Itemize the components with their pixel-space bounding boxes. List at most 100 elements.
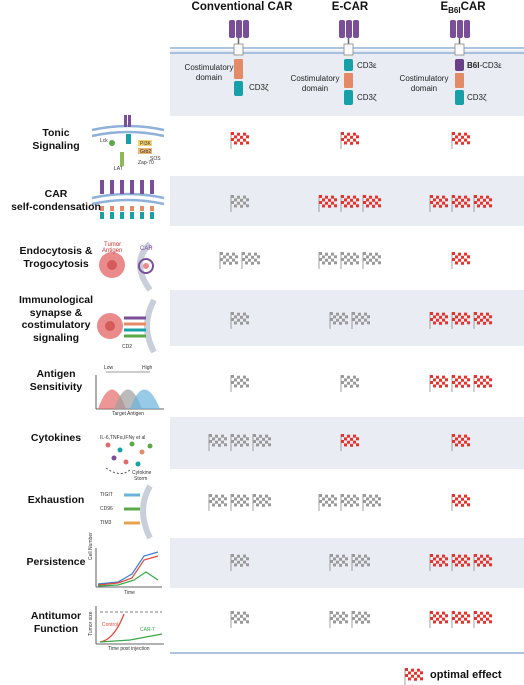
gray-flag-icon: [340, 494, 359, 511]
gray-flag-icon: [252, 494, 271, 511]
cytokines-icon: [105, 441, 153, 474]
optimal-flag-icon: [473, 312, 492, 329]
flags-layer: [208, 132, 492, 628]
optimal-flag-icon: [429, 312, 448, 329]
legend-flag-icon: [404, 668, 423, 685]
persistence-icon: [95, 548, 162, 588]
antigen-sensitivity-icon: [95, 371, 164, 410]
column-header-eb6icar: EB6ICAR: [403, 1, 523, 15]
construct-ecar: [339, 20, 359, 105]
gray-flag-icon: [329, 312, 348, 329]
gray-flag-icon: [230, 195, 249, 212]
gray-flag-icon: [340, 252, 359, 269]
icon-text-tumor: Tumor: [104, 242, 122, 248]
icon-text-time: Time: [124, 590, 135, 596]
tonic-signaling-icon: [91, 115, 165, 166]
gray-flag-icon: [318, 494, 337, 511]
construct-eb6icar: [450, 20, 470, 105]
icon-text-low: Low: [104, 365, 114, 371]
gray-flag-icon: [351, 611, 370, 628]
row-label-persistence: Persistence: [26, 556, 86, 568]
optimal-flag-icon: [451, 494, 470, 511]
gray-flag-icon: [351, 554, 370, 571]
optimal-flag-icon: [340, 434, 359, 451]
optimal-flag-icon: [473, 611, 492, 628]
optimal-flag-icon: [451, 312, 470, 329]
row-label-cytokines: Cytokines: [30, 432, 82, 444]
optimal-flag-icon: [230, 132, 249, 149]
gray-flag-icon: [340, 375, 359, 392]
icon-text-lck: Lck: [100, 138, 108, 144]
gray-flag-icon: [230, 312, 249, 329]
gray-flag-icon: [208, 434, 227, 451]
endocytosis-icon: [99, 241, 154, 292]
construct-conventional: [229, 20, 249, 96]
gray-flag-icon: [252, 434, 271, 451]
icon-text-tumor-size: Tumor size: [88, 611, 94, 636]
eb6icar-cd3z-label: CD3ζ: [467, 93, 487, 102]
column-header-conventional: Conventional CAR: [191, 1, 293, 13]
self-condensation-icon: [91, 180, 165, 219]
eb6icar-costim-label: Costimulatory domain: [399, 74, 449, 93]
icon-text-car: CAR: [140, 246, 153, 252]
optimal-flag-icon: [451, 611, 470, 628]
gray-flag-icon: [230, 375, 249, 392]
optimal-flag-icon: [451, 434, 470, 451]
column-header-ecar: E-CAR: [331, 1, 369, 13]
optimal-flag-icon: [473, 375, 492, 392]
icon-text-lat: LAT: [114, 166, 123, 172]
icon-text-high: High: [142, 365, 153, 371]
icon-text-grb2: Grb2: [140, 149, 152, 155]
legend-label: optimal effect: [430, 669, 502, 681]
eb6icar-title-tail: CAR: [460, 1, 486, 13]
gray-flag-icon: [362, 252, 381, 269]
icon-text-zap70: Zap-70: [138, 160, 154, 166]
icon-text-cytokine-list: IL-6,TNFα,IFNγ et al: [100, 435, 146, 441]
conventional-costim-label: Costimulatory domain: [184, 63, 234, 82]
icon-text-target-antigen: Target Antigen: [112, 411, 144, 417]
optimal-flag-icon: [362, 195, 381, 212]
exhaustion-icon: [124, 484, 153, 540]
optimal-flag-icon: [451, 252, 470, 269]
immunological-synapse-icon: [97, 298, 157, 354]
conventional-cd3z-label: CD3ζ: [249, 83, 269, 92]
row-label-exhaustion: Exhaustion: [27, 494, 85, 506]
icon-text-car-t: CAR-T: [140, 627, 156, 633]
b6i-rest: -CD3ε: [479, 61, 502, 70]
gray-flag-icon: [318, 252, 337, 269]
icon-text-cd96: CD96: [100, 506, 113, 512]
icon-text-sos: SOS: [150, 156, 161, 162]
b6i-bold: B6I: [467, 61, 480, 70]
ecar-costim-label: Costimulatory domain: [290, 74, 340, 93]
eb6icar-title-main: E: [440, 1, 449, 13]
gray-flag-icon: [230, 494, 249, 511]
gray-flag-icon: [208, 494, 227, 511]
row-label-self-condensation: CAR self-condensation: [11, 188, 101, 213]
optimal-flag-icon: [429, 554, 448, 571]
eb6icar-title-sub: B6I: [448, 6, 461, 15]
icon-text-tim3: TIM3: [100, 520, 112, 526]
optimal-flag-icon: [429, 611, 448, 628]
gray-flag-icon: [362, 494, 381, 511]
icon-text-pi3k: PI3K: [140, 141, 151, 147]
gray-flag-icon: [230, 434, 249, 451]
row-label-endocytosis: Endocytosis & Trogocytosis: [19, 245, 93, 270]
gray-flag-icon: [219, 252, 238, 269]
optimal-flag-icon: [429, 195, 448, 212]
icon-text-tigit: TIGIT: [100, 492, 113, 498]
eb6icar-b6i-label: B6I-CD3ε: [467, 61, 502, 71]
optimal-flag-icon: [318, 195, 337, 212]
optimal-flag-icon: [340, 195, 359, 212]
row-label-antigen-sensitivity: Antigen Sensitivity: [29, 368, 83, 393]
optimal-flag-icon: [340, 132, 359, 149]
optimal-flag-icon: [451, 195, 470, 212]
gray-flag-icon: [230, 611, 249, 628]
icon-text-antigen: Antigen: [102, 248, 123, 254]
icon-text-time-post-injection: Time post injection: [108, 646, 150, 652]
gray-flag-icon: [241, 252, 260, 269]
optimal-flag-icon: [451, 554, 470, 571]
antitumor-function-icon: [95, 606, 164, 645]
optimal-flag-icon: [473, 554, 492, 571]
icon-text-storm: Storm: [134, 476, 148, 482]
